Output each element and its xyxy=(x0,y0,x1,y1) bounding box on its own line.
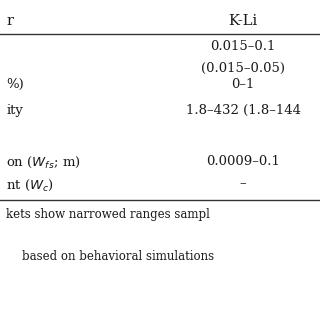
Text: 1.8–432 (1.8–144: 1.8–432 (1.8–144 xyxy=(186,104,301,117)
Text: 0–1: 0–1 xyxy=(231,78,255,92)
Text: 0.0009–0.1: 0.0009–0.1 xyxy=(206,155,280,168)
Text: r: r xyxy=(6,14,13,28)
Text: nt ($W_c$): nt ($W_c$) xyxy=(6,178,54,193)
Text: ity: ity xyxy=(6,104,23,117)
Text: (0.015–0.05): (0.015–0.05) xyxy=(201,62,285,76)
Text: 0.015–0.1: 0.015–0.1 xyxy=(211,40,276,53)
Text: K-Li: K-Li xyxy=(228,14,258,28)
Text: based on behavioral simulations: based on behavioral simulations xyxy=(22,250,214,263)
Text: kets show narrowed ranges sampl: kets show narrowed ranges sampl xyxy=(6,208,210,221)
Text: –: – xyxy=(240,178,246,191)
Text: on ($W_{fs}$; m): on ($W_{fs}$; m) xyxy=(6,155,81,170)
Text: %): %) xyxy=(6,78,24,92)
